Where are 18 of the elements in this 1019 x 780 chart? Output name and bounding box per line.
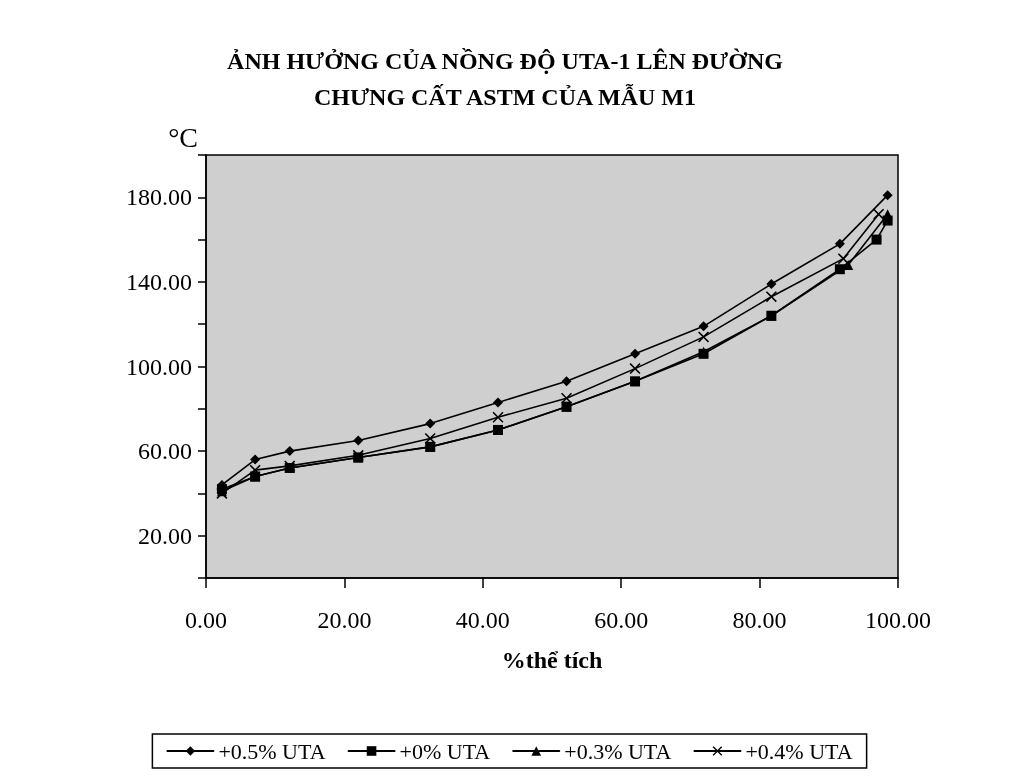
x-tick-label: 80.00 (732, 607, 787, 633)
chart-title: ẢNH HƯỞNG CỦA NỒNG ĐỘ UTA-1 LÊN ĐƯỜNG CHƯNG CẤT ASTM CỦA MẪU M1 (227, 48, 784, 110)
legend-label: +0.4% UTA (745, 738, 853, 764)
x-tick-label: 40.00 (455, 607, 510, 633)
y-axis-title: °C (168, 121, 198, 153)
x-tick-label: 60.00 (594, 607, 649, 633)
legend-label: +0% UTA (399, 738, 491, 764)
x-tick-label: 100.00 (865, 607, 931, 633)
legend-label: +0.5% UTA (218, 738, 326, 764)
x-axis-title: %thể tích (501, 647, 603, 673)
y-tick-label: 140.00 (126, 268, 192, 295)
x-tick-label: 0.00 (185, 607, 227, 633)
y-tick-label: 100.00 (126, 353, 192, 380)
legend-label: +0.3% UTA (564, 738, 672, 764)
y-tick-label: 60.00 (138, 438, 192, 465)
x-tick-label: 20.00 (317, 607, 372, 633)
y-tick-label: 180.00 (126, 184, 192, 211)
y-tick-label: 20.00 (138, 522, 192, 549)
